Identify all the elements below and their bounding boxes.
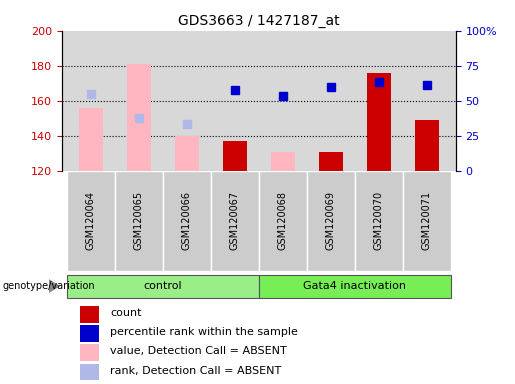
Text: rank, Detection Call = ABSENT: rank, Detection Call = ABSENT [110, 366, 282, 376]
Polygon shape [49, 279, 60, 293]
Bar [127, 64, 151, 171]
Text: GSM120064: GSM120064 [85, 191, 96, 250]
Title: GDS3663 / 1427187_at: GDS3663 / 1427187_at [178, 14, 339, 28]
Bar [223, 141, 247, 171]
Text: GSM120067: GSM120067 [230, 191, 240, 250]
Bar [163, 171, 211, 271]
Bar [115, 171, 163, 271]
Bar [415, 120, 439, 171]
Bar [175, 136, 199, 171]
Bar [307, 171, 355, 271]
Text: GSM120071: GSM120071 [422, 191, 432, 250]
Bar [403, 171, 451, 271]
Bar [66, 171, 115, 271]
Bar [367, 73, 391, 171]
Text: GSM120065: GSM120065 [134, 191, 144, 250]
Text: value, Detection Call = ABSENT: value, Detection Call = ABSENT [110, 346, 287, 356]
Bar [66, 275, 259, 298]
Bar [79, 108, 102, 171]
Text: GSM120070: GSM120070 [374, 191, 384, 250]
Bar [211, 171, 259, 271]
Text: GSM120069: GSM120069 [326, 191, 336, 250]
Text: Gata4 inactivation: Gata4 inactivation [303, 281, 406, 291]
Text: genotype/variation: genotype/variation [3, 281, 95, 291]
Bar [80, 344, 99, 361]
Bar [80, 306, 99, 323]
Bar [80, 325, 99, 342]
Text: count: count [110, 308, 142, 318]
Bar [355, 171, 403, 271]
Text: GSM120066: GSM120066 [182, 191, 192, 250]
Text: GSM120068: GSM120068 [278, 191, 288, 250]
Text: control: control [143, 281, 182, 291]
Bar [271, 152, 295, 171]
Text: percentile rank within the sample: percentile rank within the sample [110, 327, 298, 337]
Bar [80, 364, 99, 381]
Bar [259, 275, 451, 298]
Bar [259, 171, 307, 271]
Bar [319, 152, 343, 171]
